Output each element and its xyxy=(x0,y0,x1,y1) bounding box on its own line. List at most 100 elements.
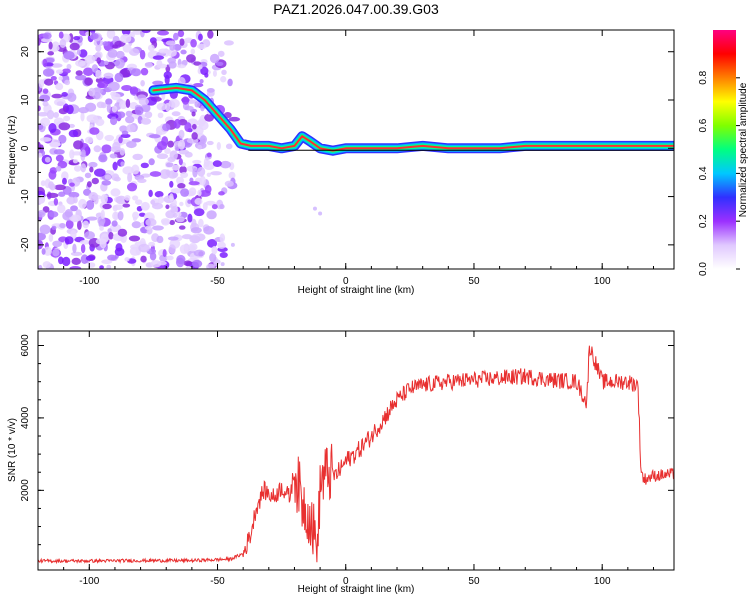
spectrogram-noise-blob xyxy=(124,257,130,262)
spectrogram-noise-blob xyxy=(179,38,185,46)
spectrogram-noise-blob xyxy=(116,111,126,119)
spectrogram-noise-blob xyxy=(72,158,79,164)
spectrogram-noise-blob xyxy=(148,134,161,139)
spectrogram-noise-blob xyxy=(109,153,118,159)
spectrogram-noise-blob xyxy=(178,158,183,166)
spectrogram-noise-blob xyxy=(122,203,131,208)
spectrogram-noise-blob xyxy=(84,172,92,179)
spectrogram-noise-blob xyxy=(206,140,214,146)
snr-ticks: -100 -50 0 50 100 2000 4000 6000 xyxy=(20,331,674,587)
spectrogram-noise-blob xyxy=(47,51,54,56)
spectrogram-noise-blob xyxy=(185,265,192,269)
spectrogram-noise-blob xyxy=(157,196,165,204)
spectrogram-noise-blob xyxy=(57,204,66,214)
spectrogram-noise-blob xyxy=(69,266,82,269)
spectrogram-noise-blob xyxy=(156,102,168,111)
spectrogram-noise-blob xyxy=(199,175,206,186)
spectrogram-noise-blob xyxy=(73,196,78,204)
spectrogram-noise-blob xyxy=(75,74,87,81)
spectrogram-noise-blob xyxy=(58,134,67,144)
spectrogram-noise-blob xyxy=(191,132,198,140)
spectrogram-noise-blob xyxy=(120,161,125,167)
spectrogram-noise-blob xyxy=(148,158,155,166)
spectrogram-noise-blob xyxy=(66,63,72,70)
spectrogram-noise-blob xyxy=(69,182,75,187)
spectrogram-noise-blob xyxy=(100,209,105,220)
spectrogram-noise-blob xyxy=(61,92,68,97)
spectrogram-noise-blob xyxy=(206,210,217,220)
spectrogram-noise-blob xyxy=(219,251,228,258)
spectrogram-noise-blob xyxy=(103,72,114,79)
spectrogram-noise-blob xyxy=(121,85,133,91)
spectrogram-noise-blob xyxy=(157,261,167,266)
spectrogram-noise-blob xyxy=(191,259,203,268)
spectrogram-noise-blob xyxy=(119,125,128,133)
spectrogram-noise-blob xyxy=(174,145,180,152)
spectrogram-noise-blob xyxy=(112,44,119,49)
colorbar-tick-label: 0.8 xyxy=(698,70,709,84)
spectrogram-noise-blob xyxy=(93,145,102,153)
spectrogram-noise-blob xyxy=(49,167,58,174)
spectrogram-noise-blob xyxy=(53,112,60,118)
spectrogram-noise-blob xyxy=(198,218,204,228)
spectrogram-noise-blob xyxy=(91,64,99,73)
spectrogram-noise-blob xyxy=(80,163,87,173)
spectrogram-noise-blob xyxy=(140,118,152,125)
spectrogram-noise-blob xyxy=(127,172,133,183)
spectrogram-noise-blob xyxy=(142,104,151,113)
snr-y-tick-label: 6000 xyxy=(20,334,31,357)
spectrogram-noise-blob xyxy=(80,243,86,254)
spectrogram-noise-blob xyxy=(75,59,86,67)
spectrogram-y-tick-label: -10 xyxy=(20,189,31,204)
colorbar-gradient xyxy=(713,30,736,269)
spectrogram-noise-blob xyxy=(180,188,190,197)
spectrogram-noise-blob xyxy=(55,154,64,162)
spectrogram-x-tick-label: 0 xyxy=(343,276,349,287)
spectrogram-noise-blob xyxy=(197,189,202,197)
spectrogram-noise-blob xyxy=(203,157,210,168)
spectrogram-noise-blob xyxy=(167,236,179,241)
spectrogram-noise-blob xyxy=(166,255,174,261)
spectrogram-noise-blob xyxy=(80,254,89,265)
spectrogram-noise-blob xyxy=(156,153,169,160)
spectrogram-noise-blob xyxy=(145,218,157,227)
spectrogram-noise-blob xyxy=(96,101,105,109)
spectrogram-noise-blob xyxy=(228,171,236,180)
spectrogram-noise-blob xyxy=(183,260,192,267)
spectrogram-noise-blob xyxy=(223,40,234,46)
spectrogram-noise-blob xyxy=(150,199,156,205)
colorbar: 0.0 0.2 0.4 0.6 0.8 Normalized spectral ampl… xyxy=(698,30,749,276)
spectrogram-noise-blob xyxy=(157,30,169,36)
spectrogram-noise-blob xyxy=(89,127,100,135)
spectrogram-noise-blob xyxy=(154,191,164,198)
spectrogram-noise-blob xyxy=(212,160,222,168)
spectrogram-noise-blob xyxy=(203,225,215,235)
spectrogram-noise-blob xyxy=(40,117,51,127)
spectrogram-noise-blob xyxy=(42,58,48,68)
spectrogram-noise-blob xyxy=(81,149,86,157)
spectrogram-noise-blob xyxy=(170,207,177,213)
spectrogram-noise-blob xyxy=(219,233,226,243)
spectrogram-noise-blob xyxy=(48,122,57,133)
spectrogram-noise-blob xyxy=(172,212,178,218)
spectrogram-noise-blob xyxy=(217,50,225,57)
spectrogram-noise-blob xyxy=(38,37,41,46)
spectrogram-noise-blob xyxy=(198,33,203,41)
spectrogram-noise-blob xyxy=(95,69,102,79)
spectrogram-noise-blob xyxy=(152,55,165,60)
spectrogram-noise-blob xyxy=(191,123,197,130)
spectrogram-noise-blob xyxy=(161,219,170,226)
spectrogram-noise-blob xyxy=(224,180,234,187)
spectrogram-noise-blob xyxy=(48,181,55,190)
spectrogram-noise-blob xyxy=(125,110,133,117)
spectrogram-noise-blob xyxy=(215,61,224,66)
spectrogram-noise-blob xyxy=(191,111,196,117)
spectrogram-noise-blob xyxy=(42,88,49,94)
spectrogram-noise-blob xyxy=(99,265,104,269)
spectrogram-tone-track xyxy=(148,82,674,156)
spectrogram-noise-blob xyxy=(52,240,63,248)
spectrogram-noise-blob xyxy=(42,261,51,269)
spectrogram-noise-blob xyxy=(206,172,212,177)
